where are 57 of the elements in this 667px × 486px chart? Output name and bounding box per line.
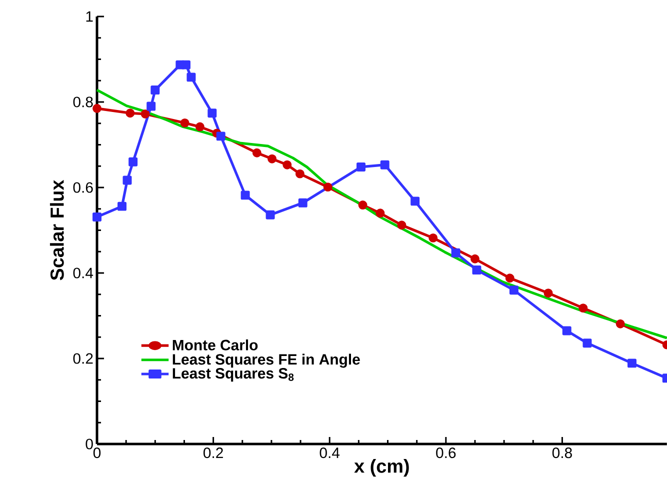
point — [295, 169, 304, 178]
point — [323, 182, 332, 192]
point — [628, 358, 636, 368]
point — [208, 108, 217, 118]
point — [266, 210, 275, 220]
point — [122, 176, 132, 185]
legend-label: Least Squares FE in Angle — [172, 354, 360, 368]
point — [186, 72, 196, 82]
point — [397, 220, 406, 230]
point — [472, 266, 482, 274]
point — [282, 160, 292, 170]
point — [470, 254, 480, 264]
point — [140, 109, 150, 118]
point — [128, 157, 138, 166]
point — [298, 198, 308, 208]
point — [376, 208, 385, 218]
point — [380, 160, 390, 170]
point — [562, 326, 572, 336]
y-tick-label: 0.6 — [73, 182, 93, 193]
x-tick-label: 0 — [93, 448, 101, 458]
point — [181, 60, 190, 70]
legend-label: Monte Carlo — [172, 339, 258, 350]
point — [505, 274, 514, 283]
legend-label: Least Squares S$_{8}$ — [172, 368, 294, 382]
point — [356, 162, 366, 172]
point — [544, 288, 553, 298]
point — [216, 132, 226, 141]
point — [195, 122, 204, 132]
point — [180, 118, 190, 128]
point — [150, 86, 160, 95]
point — [410, 196, 420, 206]
point — [118, 202, 126, 211]
point — [428, 233, 438, 242]
y-tick-label: 0 — [86, 438, 93, 450]
point — [252, 148, 262, 158]
point — [92, 212, 102, 222]
y-axis-title: Scalar Flux — [50, 180, 64, 280]
point — [126, 108, 135, 118]
point — [451, 248, 460, 258]
point — [268, 154, 277, 164]
point — [578, 304, 588, 313]
point — [509, 286, 518, 295]
point — [582, 338, 592, 348]
point — [240, 190, 250, 200]
x-axis-title: x (cm) — [354, 458, 409, 477]
point — [92, 104, 102, 113]
x-tick-label: 0.4 — [320, 448, 340, 458]
x-tick-label: 0.2 — [203, 448, 223, 458]
y-tick-label: 0.2 — [73, 353, 93, 364]
x-tick-label: 0.8 — [552, 448, 572, 458]
y-tick-label: 0.8 — [73, 96, 93, 108]
point — [616, 319, 625, 328]
point — [146, 102, 156, 111]
y-tick-label: 0.4 — [73, 268, 94, 278]
x-tick-label: 0.6 — [436, 448, 456, 458]
point — [358, 200, 368, 210]
y-tick-label: 1 — [86, 11, 93, 22]
